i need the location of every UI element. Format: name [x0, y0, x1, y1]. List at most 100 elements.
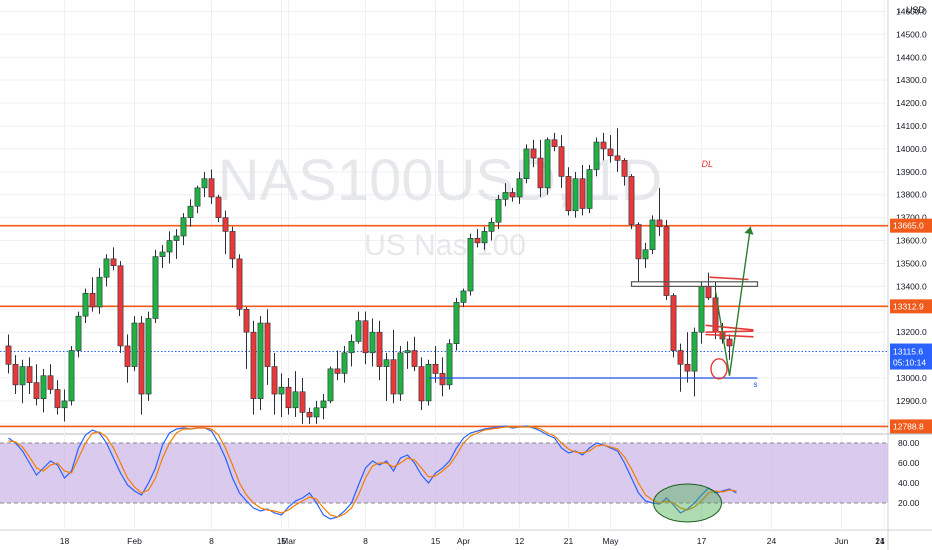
price-axis[interactable]	[888, 0, 932, 550]
stochastic-lines[interactable]	[8, 425, 737, 523]
candle[interactable]	[19, 359, 26, 404]
candle[interactable]	[446, 339, 453, 390]
dl-annotation[interactable]: DL	[702, 159, 714, 169]
candle[interactable]	[614, 128, 621, 172]
candle[interactable]	[264, 309, 271, 385]
candle[interactable]	[250, 320, 257, 415]
candle[interactable]	[677, 343, 684, 392]
candle[interactable]	[173, 229, 180, 259]
candle[interactable]	[544, 137, 551, 195]
candle[interactable]	[327, 366, 334, 404]
stochastic-line[interactable]	[8, 426, 737, 518]
candle[interactable]	[306, 407, 313, 424]
candle[interactable]	[635, 222, 642, 282]
current-price-badge[interactable]: 13115.605:10:14	[890, 343, 932, 370]
candle[interactable]	[453, 297, 460, 351]
candle[interactable]	[439, 357, 446, 397]
candle[interactable]	[341, 345, 348, 383]
red-mark-line[interactable]	[705, 324, 754, 331]
candle[interactable]	[124, 334, 131, 383]
red-mark-line[interactable]	[705, 333, 754, 338]
candle[interactable]	[348, 334, 355, 367]
candle[interactable]	[278, 373, 285, 417]
candle[interactable]	[551, 132, 558, 152]
candle[interactable]	[684, 332, 691, 383]
candle[interactable]	[257, 316, 264, 411]
candle[interactable]	[432, 345, 439, 383]
level-price-badge[interactable]: 13312.9	[890, 299, 932, 314]
candle[interactable]	[271, 352, 278, 415]
candle[interactable]	[523, 144, 530, 184]
candle[interactable]	[726, 334, 733, 360]
red-circle-mark[interactable]	[710, 358, 728, 380]
currency-label[interactable]: USD	[906, 5, 926, 15]
candle[interactable]	[460, 288, 467, 307]
candle[interactable]	[243, 306, 250, 369]
candle[interactable]	[530, 139, 537, 168]
candle[interactable]	[670, 293, 677, 358]
highlight-ellipse[interactable]	[653, 483, 722, 523]
red-mark-line[interactable]	[705, 330, 754, 333]
candle[interactable]	[474, 229, 481, 248]
candle[interactable]	[117, 261, 124, 353]
user-drawings[interactable]: s DL	[428, 159, 759, 389]
candle[interactable]	[131, 316, 138, 372]
candle[interactable]	[502, 183, 509, 207]
candle[interactable]	[229, 226, 236, 269]
candle[interactable]	[488, 217, 495, 241]
candle[interactable]	[607, 135, 614, 163]
candle[interactable]	[320, 394, 327, 420]
candle[interactable]	[313, 400, 320, 424]
candle[interactable]	[208, 169, 215, 204]
candle[interactable]	[481, 226, 488, 250]
candle[interactable]	[397, 345, 404, 401]
candle[interactable]	[145, 311, 152, 401]
candle[interactable]	[593, 137, 600, 177]
candle[interactable]	[642, 242, 649, 269]
candle[interactable]	[61, 389, 68, 422]
candle[interactable]	[411, 336, 418, 372]
candle[interactable]	[691, 327, 698, 397]
candle[interactable]	[194, 185, 201, 214]
candle[interactable]	[390, 329, 397, 404]
candle[interactable]	[89, 277, 96, 312]
candle[interactable]	[334, 350, 341, 381]
candlestick-series[interactable]	[5, 128, 733, 424]
candle[interactable]	[68, 345, 75, 406]
candle[interactable]	[425, 359, 432, 406]
candle[interactable]	[152, 249, 159, 324]
red-mark-line[interactable]	[709, 276, 749, 281]
candle[interactable]	[40, 368, 47, 413]
candle[interactable]	[467, 233, 474, 296]
price-axis-labels[interactable]: 13665.0 13312.9 12788.8 13115.605:10:14	[890, 218, 932, 434]
currency-selector[interactable]: ↓ USD	[897, 5, 926, 15]
candle[interactable]	[509, 187, 516, 202]
candle[interactable]	[103, 254, 110, 287]
candle[interactable]	[565, 167, 572, 216]
candle[interactable]	[54, 380, 61, 415]
candle[interactable]	[369, 318, 376, 367]
candle[interactable]	[47, 364, 54, 395]
candle[interactable]	[600, 132, 607, 161]
candle[interactable]	[572, 171, 579, 218]
candle[interactable]	[166, 231, 173, 264]
candle[interactable]	[495, 194, 502, 230]
candle[interactable]	[187, 199, 194, 227]
projection-path[interactable]	[714, 226, 752, 376]
candle[interactable]	[96, 268, 103, 314]
stochastic-line[interactable]	[8, 425, 737, 520]
candle[interactable]	[628, 174, 635, 230]
candle[interactable]	[418, 357, 425, 411]
candle[interactable]	[621, 158, 628, 186]
candle[interactable]	[656, 187, 663, 236]
candle[interactable]	[75, 311, 82, 358]
price-pane[interactable]	[0, 0, 888, 433]
candle[interactable]	[138, 316, 145, 415]
candle[interactable]	[201, 171, 208, 198]
candle[interactable]	[159, 245, 166, 269]
candle[interactable]	[33, 364, 40, 406]
candle[interactable]	[362, 311, 369, 365]
level-price-badge[interactable]: 12788.8	[890, 419, 932, 434]
candle[interactable]	[663, 219, 670, 301]
candle[interactable]	[285, 378, 292, 415]
